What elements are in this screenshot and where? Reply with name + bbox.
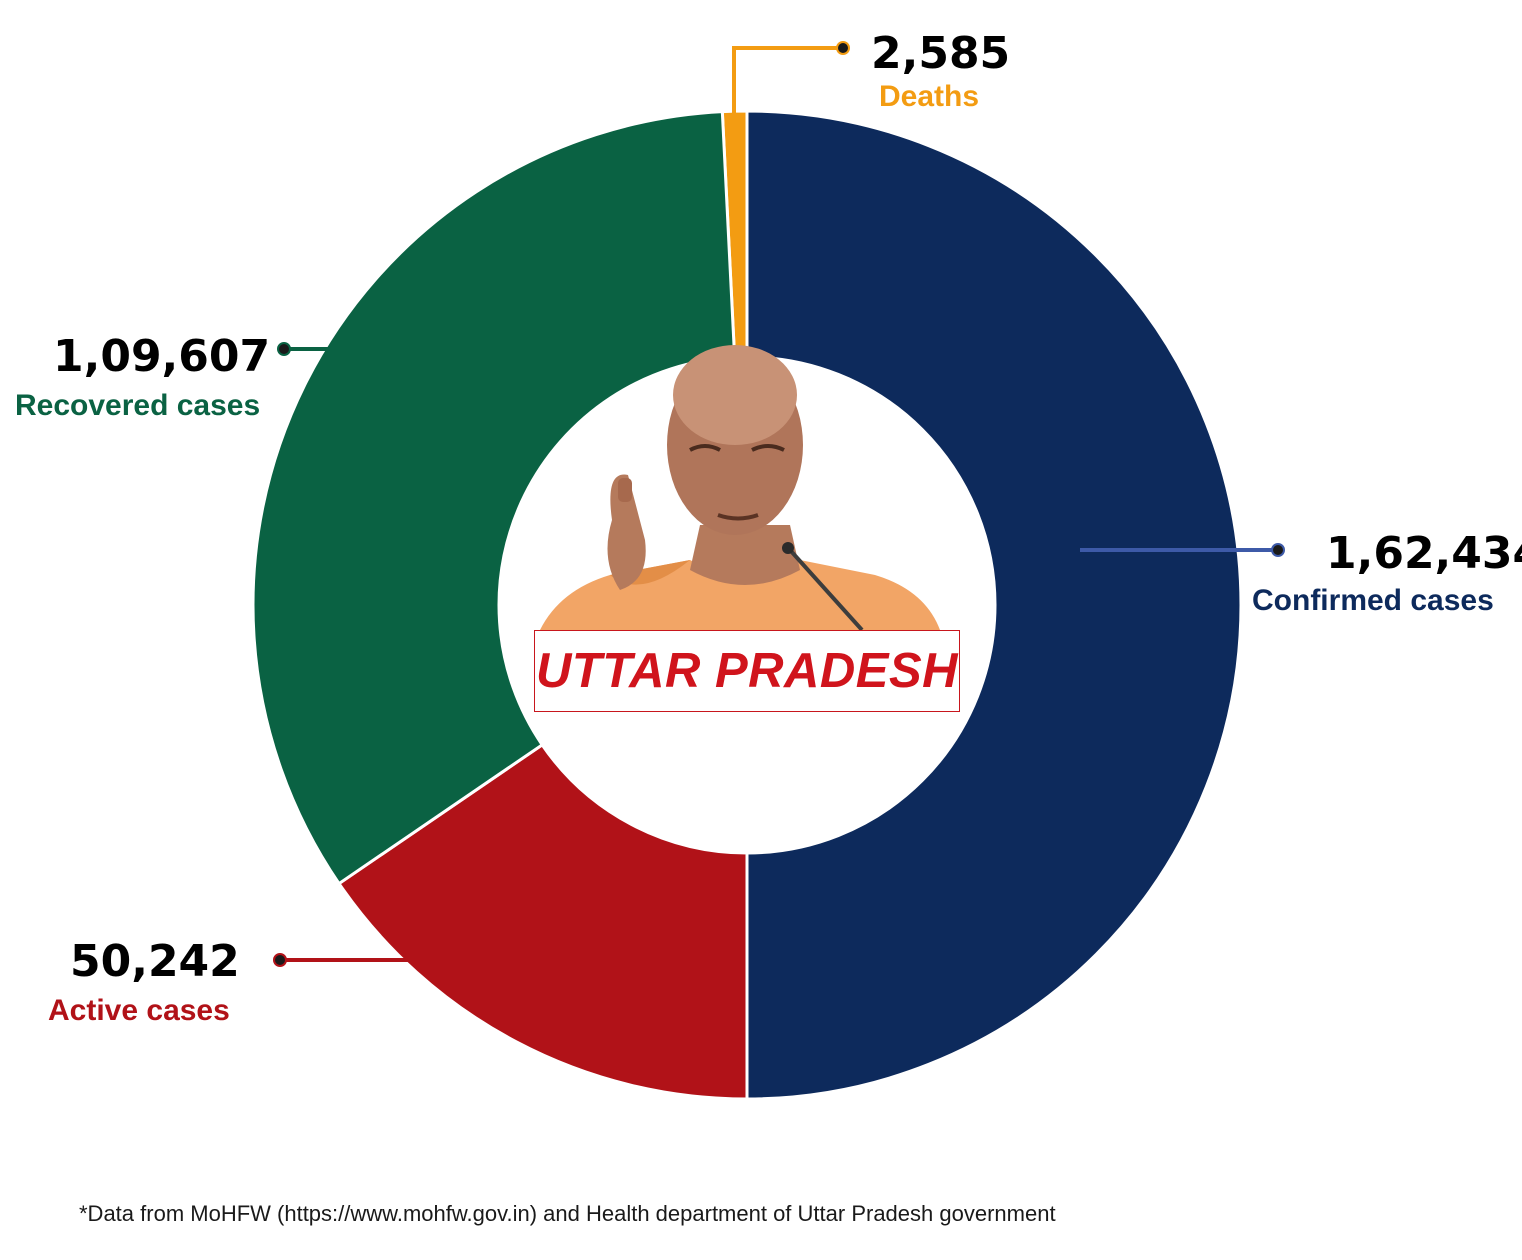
confirmed-value: 1,62,434 [1326, 528, 1522, 579]
donut-slices [251, 109, 1243, 1101]
recovered-leader-dot [277, 342, 291, 356]
active-leader-dot [273, 953, 287, 967]
deaths-leader-dot [836, 41, 850, 55]
center-title-box: UTTAR PRADESH [534, 630, 960, 712]
active-value: 50,242 [70, 936, 240, 987]
leader-lines [273, 41, 1285, 967]
recovered-label: Recovered cases [15, 389, 261, 422]
confirmed-label: Confirmed cases [1252, 584, 1494, 617]
deaths-label: Deaths [879, 80, 980, 113]
recovered-value: 1,09,607 [53, 331, 271, 382]
deaths-value: 2,585 [871, 28, 1011, 79]
deaths-leader-line [732, 46, 843, 210]
center-title: UTTAR PRADESH [535, 644, 959, 698]
slice-recovered-cases [251, 110, 737, 886]
active-label: Active cases [48, 994, 230, 1027]
confirmed-leader-dot [1271, 543, 1285, 557]
source-footnote: *Data from MoHFW (https://www.mohfw.gov.… [79, 1201, 1056, 1226]
slice-confirmed-cases [745, 109, 1243, 1101]
slice-active-cases [336, 742, 749, 1101]
portrait-image [540, 345, 940, 632]
